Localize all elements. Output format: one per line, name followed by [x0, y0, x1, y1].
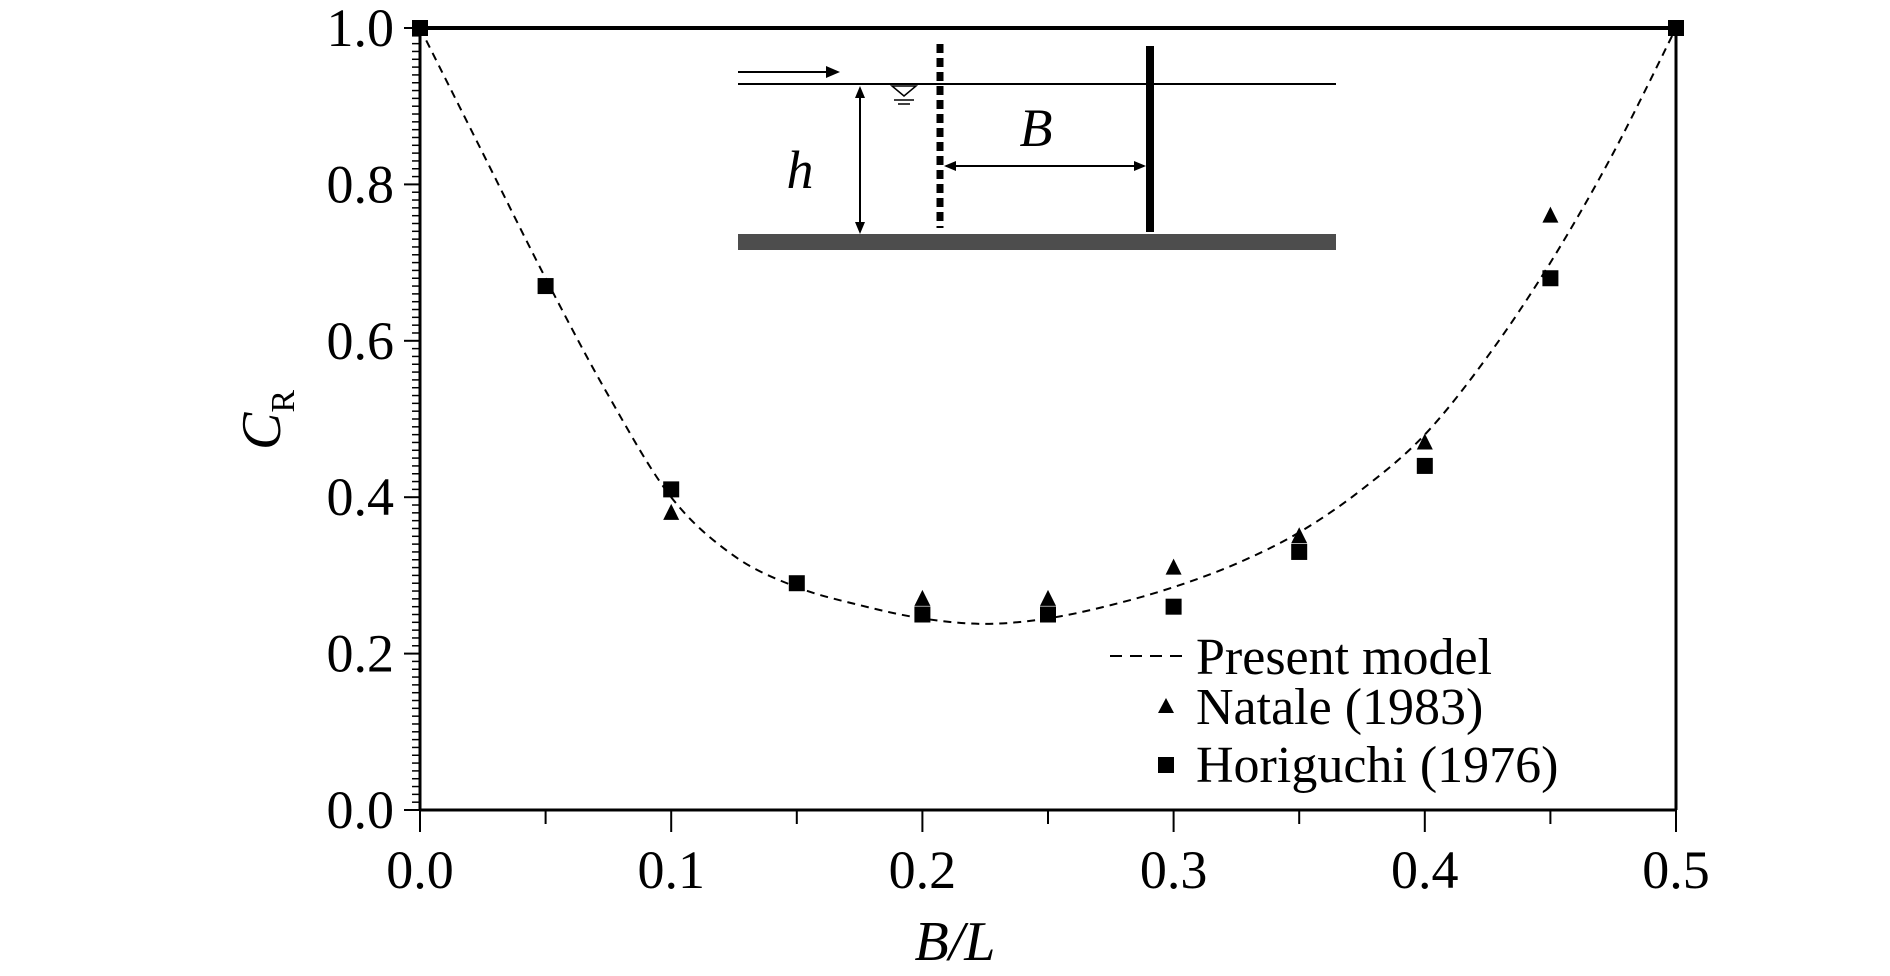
x-tick-label: 0.5: [1642, 840, 1710, 900]
inset-seabed: [738, 234, 1336, 250]
legend-natale-label: Natale (1983): [1196, 679, 1483, 736]
inset-schematic: h B: [738, 44, 1336, 250]
horiguchi-point: [663, 481, 680, 498]
inset-water-level-icon: [889, 85, 919, 105]
x-tick-label: 0.3: [1140, 840, 1208, 900]
y-tick-label: 0.0: [327, 780, 395, 840]
y-minor-ticks: [412, 35, 420, 803]
horiguchi-point: [914, 606, 931, 623]
y-tick-label: 0.4: [327, 467, 395, 527]
horiguchi-point: [412, 20, 428, 36]
natale-point: [1416, 433, 1433, 450]
natale-point: [1291, 527, 1308, 544]
horiguchi-point: [788, 575, 805, 592]
y-axis-title-main: C: [231, 412, 293, 450]
natale-series: [663, 206, 1559, 606]
y-tick-label: 1.0: [327, 0, 395, 58]
x-tick-label: 0.4: [1391, 840, 1459, 900]
natale-point: [1165, 558, 1182, 575]
y-tick-label: 0.8: [327, 154, 395, 214]
legend-horiguchi-label: Horiguchi (1976): [1196, 737, 1558, 794]
horiguchi-point: [537, 278, 554, 295]
x-axis-title: B/L: [915, 911, 996, 973]
horiguchi-point: [1291, 543, 1308, 560]
svg-text:CR: CR: [231, 390, 302, 450]
legend-natale-marker: [1158, 698, 1174, 713]
y-tick-label: 0.6: [327, 311, 395, 371]
natale-point: [1542, 206, 1559, 223]
horiguchi-point: [1668, 20, 1684, 36]
legend-horiguchi-marker: [1158, 757, 1174, 773]
horiguchi-point: [1416, 457, 1433, 474]
natale-point: [663, 503, 680, 520]
x-tick-label: 0.0: [386, 840, 454, 900]
inset-arrowhead: [826, 66, 840, 78]
y-axis-title-subscript: R: [265, 390, 302, 413]
inset-label-h: h: [787, 140, 814, 200]
horiguchi-point: [1542, 270, 1559, 287]
inset-label-B: B: [1020, 98, 1053, 158]
y-tick-label: 0.2: [327, 624, 395, 684]
natale-point: [914, 589, 931, 606]
horiguchi-series: [412, 20, 1684, 623]
natale-point: [1040, 589, 1056, 606]
horiguchi-point: [1165, 598, 1182, 615]
horiguchi-point: [1040, 606, 1056, 623]
x-tick-label: 0.2: [889, 840, 957, 900]
x-tick-label: 0.1: [637, 840, 705, 900]
legend: Present model Natale (1983) Horiguchi (1…: [1110, 629, 1558, 794]
x-axis-ticks: 0.0 0.1 0.2 0.3 0.4 0.5: [386, 810, 1710, 900]
y-axis-title: CR: [231, 390, 302, 450]
y-axis-ticks: 0.0 0.2 0.4 0.6 0.8 1.0: [327, 0, 420, 840]
legend-model-label: Present model: [1196, 629, 1492, 686]
